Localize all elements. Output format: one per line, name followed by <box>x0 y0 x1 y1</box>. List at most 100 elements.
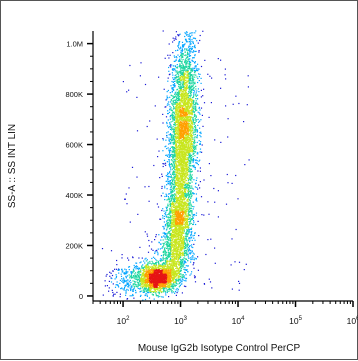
event-dot <box>165 287 167 289</box>
event-dot <box>191 237 193 239</box>
event-dot <box>130 276 132 278</box>
event-dot <box>182 246 184 248</box>
event-dot <box>179 99 181 101</box>
event-dot <box>180 269 182 271</box>
event-dot <box>173 128 175 130</box>
event-dot <box>173 162 175 164</box>
event-dot <box>182 238 184 240</box>
event-dot <box>168 212 170 214</box>
event-dot <box>172 241 174 243</box>
event-dot <box>174 180 176 182</box>
event-dot <box>189 52 191 54</box>
event-dot <box>177 255 179 257</box>
event-dot <box>168 154 170 156</box>
event-dot <box>171 265 173 267</box>
event-dot <box>178 86 180 88</box>
event-dot <box>180 240 182 242</box>
event-dot <box>187 216 189 218</box>
event-dot <box>203 283 205 285</box>
event-dot <box>194 137 196 139</box>
event-dot <box>177 94 179 96</box>
event-dot <box>188 108 190 110</box>
event-dot <box>189 171 191 173</box>
event-dot <box>137 213 139 215</box>
event-dot <box>167 250 170 252</box>
event-dot <box>175 247 177 249</box>
event-dot <box>181 168 183 170</box>
event-dot <box>170 283 172 285</box>
event-dot <box>185 63 187 65</box>
event-dot <box>177 187 179 189</box>
event-dot <box>210 238 212 240</box>
event-dot <box>178 277 180 279</box>
event-dot <box>186 239 188 241</box>
event-dot <box>171 116 173 118</box>
event-dot <box>159 258 162 260</box>
event-dot <box>198 91 200 93</box>
event-dot <box>176 192 178 195</box>
event-dot <box>184 197 186 199</box>
event-dot <box>155 292 157 294</box>
event-dot <box>179 178 181 180</box>
event-dot <box>182 98 184 100</box>
event-dot <box>174 243 176 245</box>
event-dot <box>161 209 163 212</box>
event-dot <box>172 114 174 116</box>
event-dot <box>186 240 188 242</box>
event-dot <box>187 167 189 169</box>
event-dot <box>186 154 188 156</box>
event-dot <box>147 292 149 294</box>
event-dot <box>178 244 180 246</box>
event-dot <box>156 138 158 140</box>
event-dot <box>179 249 181 251</box>
event-dot <box>172 100 174 102</box>
event-dot <box>182 68 184 70</box>
event-dot <box>157 156 159 158</box>
event-dot <box>190 32 192 34</box>
event-dot <box>185 176 187 178</box>
event-dot <box>179 258 181 260</box>
event-dot <box>194 127 196 129</box>
event-dot <box>191 138 194 140</box>
event-dot <box>162 245 164 248</box>
event-dot <box>175 144 177 147</box>
event-dot <box>162 232 164 234</box>
event-dot <box>190 103 192 105</box>
event-dot <box>186 166 188 168</box>
event-dot <box>190 68 192 70</box>
event-dot <box>166 233 168 235</box>
event-dot <box>142 267 144 269</box>
event-dot <box>191 244 193 246</box>
event-dot <box>174 129 176 131</box>
event-dot <box>178 163 180 165</box>
event-dot <box>168 153 171 155</box>
event-dot <box>175 95 177 97</box>
event-dot <box>177 164 179 166</box>
event-dot <box>162 215 164 217</box>
event-dot <box>111 274 114 277</box>
event-dot <box>191 88 193 90</box>
event-dot <box>182 237 184 239</box>
event-dot <box>158 242 160 244</box>
event-dot <box>177 67 179 69</box>
event-dot <box>194 55 196 57</box>
event-dot <box>194 70 196 72</box>
event-dot <box>126 298 128 300</box>
event-dot <box>180 205 182 207</box>
event-dot <box>178 267 180 269</box>
event-dot <box>214 247 216 249</box>
event-dot <box>190 110 192 112</box>
event-dot <box>147 265 150 267</box>
event-dot <box>184 258 187 260</box>
event-dot <box>164 106 166 108</box>
event-dot <box>187 97 190 99</box>
event-dot <box>162 255 164 257</box>
event-dot <box>162 264 164 266</box>
event-dot <box>133 267 136 269</box>
event-dot <box>178 273 180 275</box>
event-dot <box>185 154 187 156</box>
event-dot <box>181 55 183 57</box>
event-dot <box>175 93 177 95</box>
event-dot <box>185 57 187 60</box>
event-dot <box>170 233 172 235</box>
